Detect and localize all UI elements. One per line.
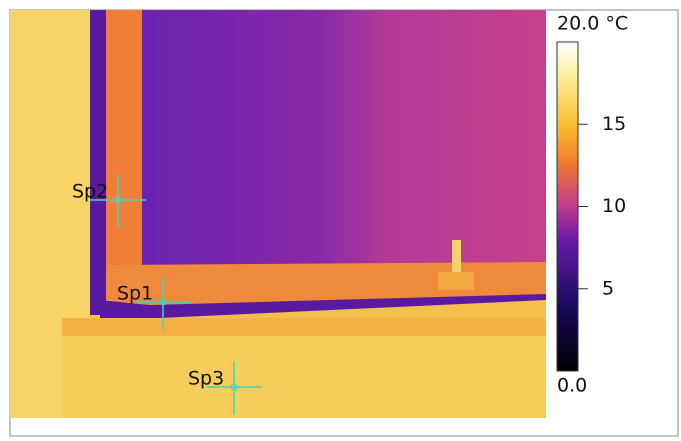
page: Sp1Sp2Sp3 20.0 °C0.051015 (() => { const…: [0, 0, 681, 437]
thermal-image: [10, 10, 546, 418]
scale-min-label: 0.0: [557, 375, 587, 397]
scale-tick-label: 15: [602, 113, 626, 135]
spot-label: Sp3: [188, 368, 224, 390]
scale-tick-label: 10: [602, 195, 626, 217]
color-bar: [557, 42, 578, 371]
spot-label: Sp2: [72, 181, 108, 203]
scale-max-label: 20.0 °C: [557, 13, 628, 35]
thermal-view: Sp1 Sp2 Sp3 20.0 °C 0.0 5 10 15: [0, 0, 681, 437]
scale-tick-label: 5: [602, 277, 614, 299]
spot-label: Sp1: [117, 283, 153, 305]
